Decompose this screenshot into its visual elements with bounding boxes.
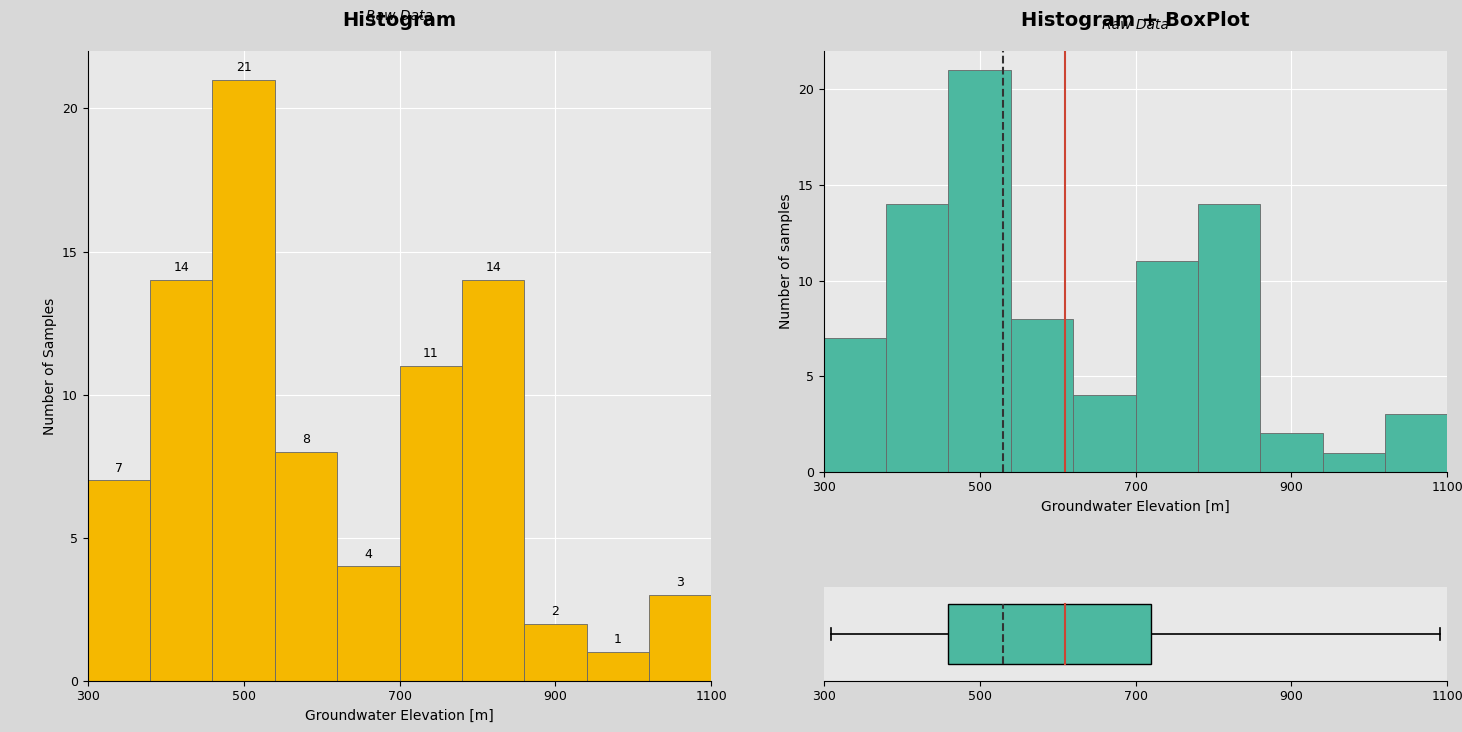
Text: 21: 21 [235,61,251,74]
Text: 14: 14 [485,261,501,274]
Y-axis label: Number of samples: Number of samples [779,194,792,329]
Title: Histogram + BoxPlot: Histogram + BoxPlot [1022,11,1250,30]
Text: 4: 4 [364,548,373,561]
Bar [586,652,649,681]
Text: Raw Data: Raw Data [366,9,433,23]
Text: 2: 2 [551,605,560,618]
Bar [886,204,949,471]
Bar [1010,319,1073,471]
Bar [1136,261,1197,471]
Bar [151,280,212,681]
Text: 14: 14 [174,261,189,274]
Bar [1073,395,1136,471]
Text: 7: 7 [115,462,123,475]
Bar [1197,204,1260,471]
X-axis label: Groundwater Elevation [m]: Groundwater Elevation [m] [1041,500,1230,514]
Bar [823,338,886,471]
Bar [275,452,338,681]
Text: 3: 3 [677,576,684,589]
Bar [649,595,712,681]
Bar [338,567,399,681]
Bar [212,80,275,681]
Bar [1385,414,1447,471]
Bar [462,280,525,681]
Bar [949,605,1151,664]
Text: 11: 11 [423,347,439,360]
Bar [525,624,586,681]
Bar [1323,452,1385,471]
Title: Histogram: Histogram [342,11,456,30]
Text: 1: 1 [614,633,621,646]
Text: Raw Data: Raw Data [1102,18,1170,32]
Y-axis label: Number of Samples: Number of Samples [42,297,57,435]
X-axis label: Groundwater Elevation [m]: Groundwater Elevation [m] [306,709,494,723]
Bar [88,480,151,681]
Bar [399,366,462,681]
Bar [949,70,1010,471]
Bar [1260,433,1323,471]
Text: 8: 8 [303,433,310,446]
